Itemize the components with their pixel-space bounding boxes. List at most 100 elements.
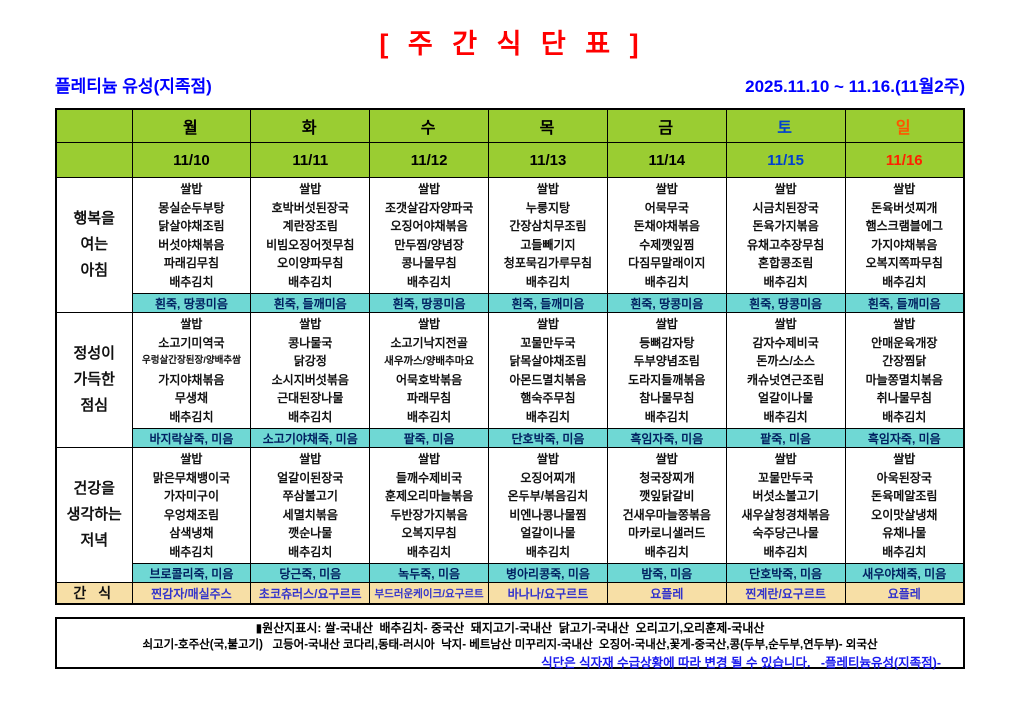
menu-item: 들깨수제비국: [395, 470, 463, 485]
menu-item: 훈제오리마늘볶음: [384, 489, 474, 503]
porridge-cell-breakfast-thu: 흰죽, 들깨미음: [488, 293, 608, 313]
menu-item: 쌀밥: [180, 317, 203, 331]
menu-item: 쌀밥: [299, 317, 322, 331]
menu-item: 취나물무침: [876, 391, 932, 405]
section-label-line: 점심: [80, 397, 109, 415]
menu-item: 아몬드멸치볶음: [509, 372, 587, 387]
page-title: [ 주 간 식 단 표 ]: [379, 29, 645, 59]
menu-item: 쌀밥: [180, 452, 203, 466]
menu-item: 누룽지탕: [525, 200, 571, 215]
corner-cell: [55, 108, 133, 143]
date-thu: 11/13: [488, 142, 608, 178]
menu-cell-dinner-sun: 쌀밥 아욱된장국 돈육메알조림 오이맛살냉채 유채나물 배추김치: [844, 447, 965, 564]
menu-item: 우렁살간장된장/양배추쌈: [142, 355, 241, 366]
menu-item: 만두찜/양념장: [394, 237, 464, 252]
porridge-cell-lunch-tue: 소고기야채죽, 미음: [250, 428, 371, 448]
origin-line-1: ▮원산지표시: 쌀-국내산 배추김치- 중국산 돼지고기-국내산 닭고기-국내산…: [255, 621, 765, 635]
menu-item: 소시지버섯볶음: [271, 372, 349, 387]
menu-item: 숙주당근나물: [752, 526, 819, 540]
date-row: 11/10 11/11 11/12 11/13 11/14 11/15 11/16: [55, 142, 965, 178]
porridge-cell-breakfast-sun: 흰죽, 들깨미음: [844, 293, 965, 313]
menu-item: 배추김치: [644, 274, 689, 289]
menu-item: 두반장가지볶음: [390, 507, 468, 522]
menu-item: 가지야채볶음: [158, 372, 225, 387]
menu-item: 쌀밥: [418, 182, 441, 196]
menu-item: 마카로니샐러드: [628, 526, 706, 540]
menu-item: 무생채: [174, 391, 208, 405]
menu-item: 버섯야채볶음: [158, 237, 225, 252]
menu-cell-lunch-fri: 쌀밥 등뼈감자탕 두부양념조림 도라지들깨볶음 참나물무침 배추김치: [606, 312, 727, 429]
porridge-cell-lunch-thu: 단호박죽, 미음: [488, 428, 608, 448]
menu-item: 꼬물만두국: [520, 335, 576, 350]
date-sun: 11/16: [844, 142, 965, 178]
menu-item: 쌀밥: [418, 452, 441, 466]
porridge-cell-dinner-sat: 단호박죽, 미음: [725, 563, 846, 583]
date-mon: 11/10: [131, 142, 252, 178]
breakfast-menu-row: 행복을 여는 아침 쌀밥 몽실순두부탕 닭살야채조림 버섯야채볶음 파래김무침 배추김치 쌀밥 호박…: [55, 177, 965, 313]
menu-item: 고들빼기지: [520, 237, 576, 252]
menu-item: 얼갈이나물: [758, 391, 814, 405]
menu-item: 닭강정: [293, 354, 327, 368]
menu-item: 배추김치: [763, 409, 808, 424]
menu-item: 쌀밥: [893, 452, 916, 466]
menu-item: 쌀밥: [536, 182, 559, 196]
menu-item: 배추김치: [763, 274, 808, 289]
day-header-fri: 금: [606, 108, 727, 143]
menu-item: 쌀밥: [893, 317, 916, 331]
menu-item: 배추김치: [407, 274, 452, 289]
menu-item: 배추김치: [882, 274, 927, 289]
subheader: 플레티늄 유성(지족점) 2025.11.10 ~ 11.16.(11월2주): [55, 72, 965, 97]
porridge-cell-lunch-mon: 바지락살죽, 미음: [131, 428, 252, 448]
menu-item: 새우까스/양배추마요: [384, 355, 475, 367]
menu-item: 쌀밥: [299, 182, 322, 196]
day-header-tue: 화: [250, 108, 371, 143]
menu-item: 우엉채조림: [163, 507, 220, 522]
menu-item: 쌀밥: [774, 182, 797, 196]
menu-item: 배추김치: [407, 544, 452, 559]
lunch-porridge-row: 바지락살죽, 미음 소고기야채죽, 미음 팥죽, 미음 단호박죽, 미음 흑임자죽, 미…: [56, 428, 965, 448]
snack-cell-wed: 부드러운케이크/요구르트: [369, 582, 490, 605]
menu-cell-breakfast-sun: 쌀밥 돈육버섯찌개 햄스크램블에그 가지야채볶음 오복지쪽파무침 배추김치: [844, 177, 965, 294]
day-header-sun: 일: [844, 108, 965, 143]
day-header-mon: 월: [131, 108, 252, 143]
menu-item: 조갯살감자양파국: [384, 200, 474, 215]
menu-cell-breakfast-mon: 쌀밥 몽실순두부탕 닭살야채조림 버섯야채볶음 파래김무침 배추김치: [131, 177, 252, 294]
menu-item: 아욱된장국: [876, 470, 932, 485]
porridge-cell-lunch-fri: 흑임자죽, 미음: [606, 428, 727, 448]
menu-item: 콩나물무침: [401, 256, 457, 270]
porridge-cell-breakfast-wed: 흰죽, 땅콩미음: [369, 293, 490, 313]
menu-item: 배추김치: [882, 409, 927, 424]
porridge-cell-breakfast-tue: 흰죽, 들깨미음: [250, 293, 371, 313]
menu-item: 쌀밥: [893, 182, 916, 196]
section-label-line: 행복을: [73, 209, 115, 227]
menu-item: 가자미구이: [163, 489, 220, 503]
porridge-cell-dinner-mon: 브로콜리죽, 미음: [131, 563, 252, 583]
menu-item: 건새우마늘쫑볶음: [622, 507, 711, 522]
porridge-cell-breakfast-fri: 흰죽, 땅콩미음: [606, 293, 727, 313]
menu-item: 쌀밥: [655, 452, 678, 466]
menu-item: 안매운육개장: [871, 335, 938, 350]
menu-item: 쌀밥: [536, 452, 559, 466]
menu-item: 오복지쪽파무침: [865, 256, 943, 270]
menu-item: 파래김무침: [163, 256, 220, 270]
snack-cell-sat: 찐계란/요구르트: [725, 582, 846, 605]
menu-item: 배추김치: [763, 544, 808, 559]
menu-item: 꼬물만두국: [758, 470, 814, 485]
menu-item: 배추김치: [169, 544, 214, 559]
menu-item: 새우살청경채볶음: [741, 507, 830, 522]
menu-cell-lunch-sat: 쌀밥 감자수제비국 돈까스/소스 캐슈넛연근조림 얼갈이나물 배추김치: [725, 312, 846, 429]
menu-item: 배추김치: [525, 274, 571, 289]
porridge-cell-breakfast-mon: 흰죽, 땅콩미음: [131, 293, 252, 313]
section-label-line: 정성이: [73, 344, 115, 362]
menu-item: 배추김치: [882, 544, 927, 559]
menu-cell-dinner-fri: 쌀밥 청국장찌개 깻잎닭갈비 건새우마늘쫑볶음 마카로니샐러드 배추김치: [606, 447, 727, 564]
menu-cell-lunch-thu: 쌀밥 꼬물만두국 닭목살야채조림 아몬드멸치볶음 햄숙주무침 배추김치: [488, 312, 608, 429]
menu-item: 쌀밥: [655, 182, 678, 196]
menu-item: 배추김치: [169, 274, 214, 289]
section-label-line: 가득한: [73, 370, 115, 388]
section-label-line: 여는: [80, 235, 109, 253]
menu-item: 소고기낙지전골: [390, 335, 468, 350]
